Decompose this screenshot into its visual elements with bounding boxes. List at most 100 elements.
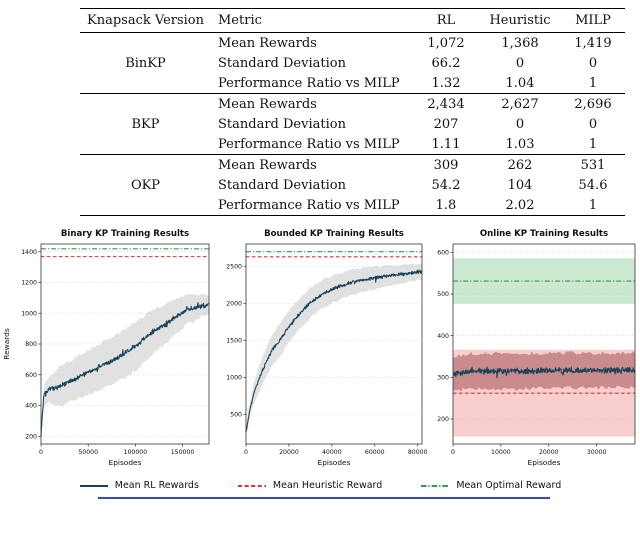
svg-text:100000: 100000: [124, 449, 148, 456]
binary-kp-chart: 0 50000 100000 150000 200 400 600 800 1000 1200 14…: [2, 229, 210, 467]
table-header: Knapsack Version Metric RL Heuristic MILP: [80, 9, 625, 33]
cell-heuristic: 2,627: [501, 96, 539, 112]
cell-milp: 0: [588, 116, 598, 132]
svg-text:300: 300: [437, 375, 449, 382]
svg-text:800: 800: [25, 341, 37, 348]
col-header-milp: MILP: [575, 13, 611, 28]
x-axis-label: Episodes: [109, 458, 142, 467]
svg-text:200: 200: [25, 434, 37, 441]
legend-label: Mean RL Rewards: [114, 480, 199, 491]
svg-text:150000: 150000: [171, 449, 195, 456]
svg-text:80000: 80000: [408, 449, 427, 456]
svg-text:50000: 50000: [78, 449, 98, 456]
knapsack-version-label: OKP: [130, 177, 161, 193]
cell-metric: Standard Deviation: [218, 177, 346, 193]
cell-metric: Mean Rewards: [218, 96, 317, 112]
cell-rl: 1.32: [431, 75, 461, 91]
svg-text:20000: 20000: [279, 449, 299, 456]
legend-item-mean-optimal-reward: Mean Optimal Reward: [420, 480, 561, 491]
svg-text:20000: 20000: [539, 449, 559, 456]
cell-rl: 309: [433, 157, 459, 173]
charts-row: 0 50000 100000 150000 200 400 600 800 1000 1200 14…: [0, 226, 640, 476]
svg-text:60000: 60000: [365, 449, 385, 456]
table-row: Standard Deviation 207 0 0: [80, 114, 625, 134]
table-group-bkp: BKP Mean Rewards 2,434 2,627 2,696 Standard D…: [80, 93, 625, 155]
cell-metric: Performance Ratio vs MILP: [218, 75, 400, 91]
x-axis-label: Episodes: [528, 458, 561, 467]
cell-milp: 0: [588, 55, 598, 71]
cell-milp: 1: [588, 136, 598, 152]
legend-label: Mean Optimal Reward: [456, 480, 562, 491]
figure-legend: Mean RL Rewards Mean Heuristic Reward Mean…: [0, 480, 640, 491]
legend-item-mean-heuristic-reward: Mean Heuristic Reward: [237, 480, 382, 491]
cell-rl: 54.2: [431, 177, 461, 193]
svg-text:40000: 40000: [322, 449, 342, 456]
table-group-okp: OKP Mean Rewards 309 262 531 Standard Deviati…: [80, 154, 625, 216]
knapsack-version-label: BKP: [131, 116, 160, 132]
svg-text:2500: 2500: [226, 263, 242, 270]
cell-rl: 1.11: [431, 136, 461, 152]
cell-heuristic: 262: [507, 157, 533, 173]
legend-item-mean-rl-rewards: Mean RL Rewards: [79, 480, 199, 491]
cell-milp: 54.6: [578, 177, 608, 193]
svg-text:1200: 1200: [21, 280, 37, 287]
cell-heuristic: 1,368: [501, 35, 539, 51]
x-axis-label: Episodes: [318, 458, 351, 467]
cell-rl: 1,072: [427, 35, 465, 51]
cell-milp: 2,696: [574, 96, 612, 112]
chart-title: Binary KP Training Results: [61, 229, 189, 239]
cell-heuristic: 1.03: [505, 136, 535, 152]
table-row: Performance Ratio vs MILP 1.11 1.03 1: [80, 134, 625, 155]
table-row: Standard Deviation 54.2 104 54.6: [80, 175, 625, 195]
table-row: Standard Deviation 66.2 0 0: [80, 53, 625, 73]
cell-milp: 1: [588, 75, 598, 91]
svg-text:0: 0: [39, 449, 43, 456]
legend-label: Mean Heuristic Reward: [272, 480, 383, 491]
table-row: Performance Ratio vs MILP 1.8 2.02 1: [80, 195, 625, 216]
cell-metric: Standard Deviation: [218, 116, 346, 132]
cell-heuristic: 104: [507, 177, 533, 193]
cell-milp: 1: [588, 197, 598, 213]
table-row: BinKP Mean Rewards 1,072 1,368 1,419: [80, 33, 625, 71]
svg-text:2000: 2000: [226, 300, 242, 307]
svg-text:600: 600: [25, 372, 37, 379]
table-row: Performance Ratio vs MILP 1.32 1.04 1: [80, 73, 625, 94]
svg-text:500: 500: [437, 291, 449, 298]
col-header-metric: Metric: [218, 13, 262, 28]
knapsack-version-label: BinKP: [125, 55, 166, 71]
svg-text:200: 200: [437, 416, 449, 423]
results-table-section: Knapsack Version Metric RL Heuristic MILP Bin…: [80, 8, 640, 216]
table-row: OKP Mean Rewards 309 262 531: [80, 155, 625, 193]
svg-text:1000: 1000: [21, 310, 37, 317]
col-header-heuristic: Heuristic: [489, 13, 551, 28]
cell-heuristic: 0: [515, 55, 525, 71]
cell-metric: Mean Rewards: [218, 35, 317, 51]
svg-text:600: 600: [437, 250, 449, 257]
cell-rl: 207: [433, 116, 459, 132]
cell-metric: Performance Ratio vs MILP: [218, 197, 400, 213]
cell-heuristic: 0: [515, 116, 525, 132]
knapsack-results-table: Knapsack Version Metric RL Heuristic MILP Bin…: [80, 8, 625, 216]
cell-heuristic: 2.02: [505, 197, 535, 213]
col-header-rl: RL: [436, 13, 456, 28]
legend-line-swatch: [79, 484, 108, 487]
svg-text:10000: 10000: [491, 449, 511, 456]
cell-metric: Mean Rewards: [218, 157, 317, 173]
cell-milp: 1,419: [574, 35, 612, 51]
svg-text:1000: 1000: [226, 375, 242, 382]
y-axis-label: Rewards: [2, 328, 11, 360]
svg-text:1500: 1500: [226, 337, 242, 344]
table-row: BKP Mean Rewards 2,434 2,627 2,696: [80, 94, 625, 132]
bounded-kp-chart: 0 20000 40000 60000 80000 500 1000 1500 2000 2500…: [226, 229, 427, 467]
chart-title: Online KP Training Results: [480, 229, 608, 239]
legend-line-swatch: [237, 484, 266, 487]
legend-line-swatch: [421, 484, 450, 487]
cell-milp: 531: [580, 157, 606, 173]
svg-text:0: 0: [244, 449, 248, 456]
svg-text:0: 0: [451, 449, 455, 456]
cell-heuristic: 1.04: [505, 75, 535, 91]
cell-rl: 2,434: [427, 96, 465, 112]
table-group-binkp: BinKP Mean Rewards 1,072 1,368 1,419 Standard…: [80, 32, 625, 94]
svg-text:1400: 1400: [21, 249, 37, 256]
